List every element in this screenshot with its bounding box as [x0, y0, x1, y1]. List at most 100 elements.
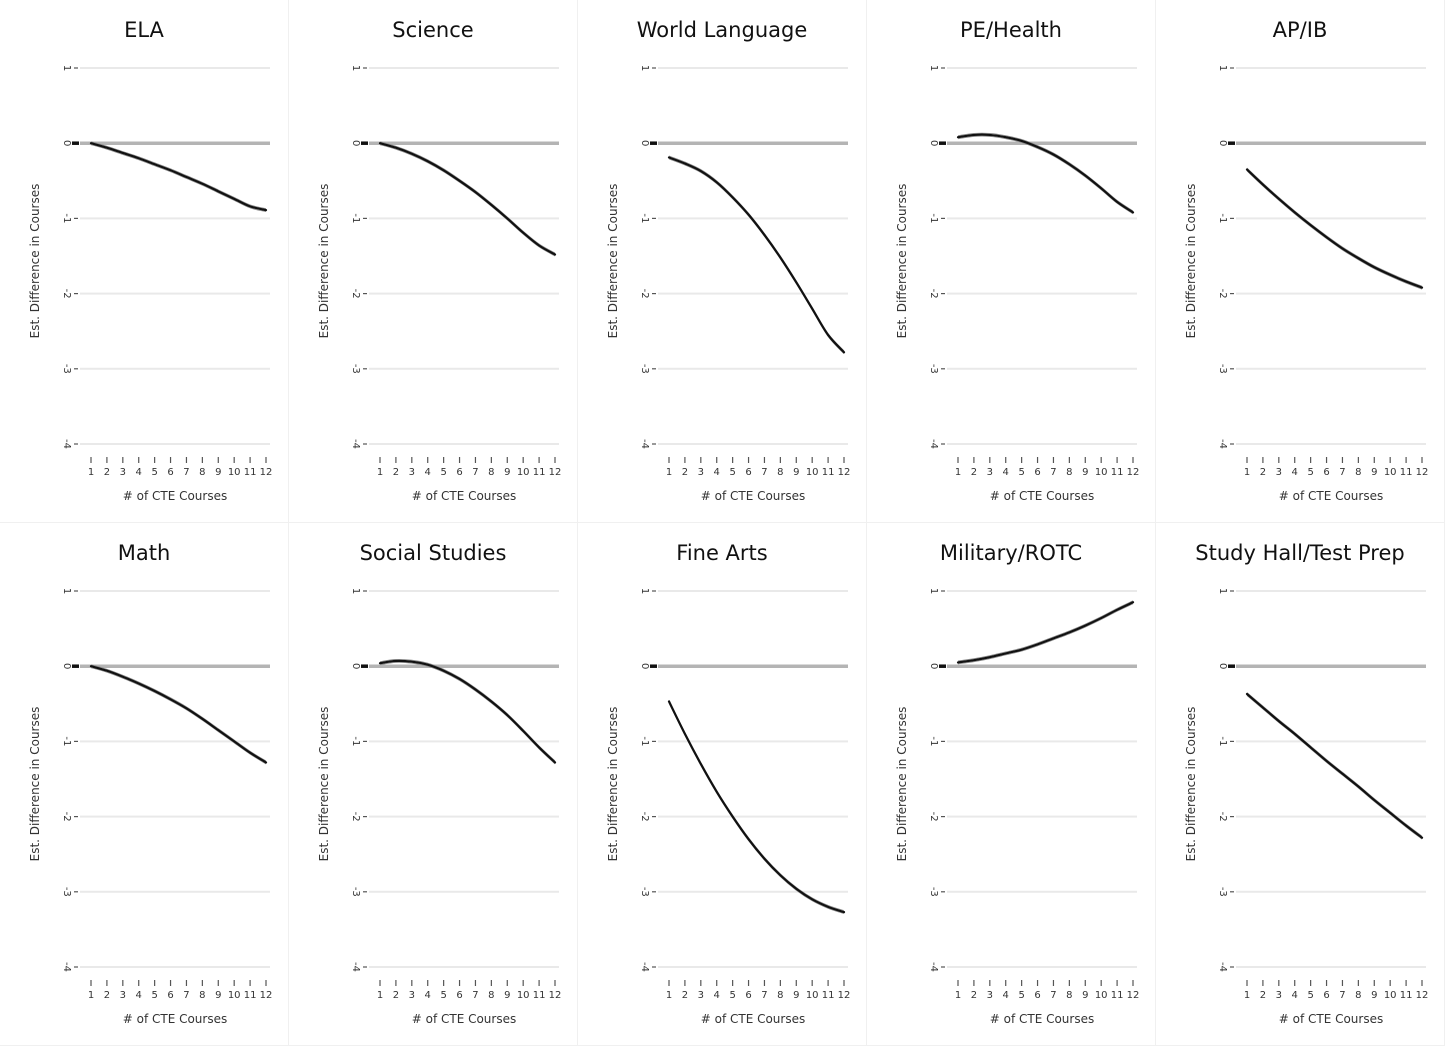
data-point — [1004, 136, 1007, 138]
data-point — [90, 665, 92, 667]
data-point — [668, 700, 670, 703]
x-tick-label: 2 — [1260, 990, 1266, 1001]
data-point — [1278, 720, 1280, 722]
data-point — [1309, 746, 1312, 749]
x-tick-label: 1 — [955, 990, 961, 1001]
x-tick-label: 6 — [1034, 990, 1040, 1001]
confidence-band-line — [379, 141, 556, 254]
confidence-band-line — [1246, 170, 1423, 290]
y-tick-label: -4 — [1217, 962, 1228, 972]
data-point — [1405, 280, 1407, 283]
series-line — [956, 133, 1135, 214]
y-tick-label: -3 — [639, 364, 650, 374]
confidence-band-line — [957, 135, 1134, 215]
data-point — [684, 733, 686, 735]
x-tick-label: 4 — [1292, 990, 1298, 1001]
y-tick-label: -3 — [928, 364, 939, 374]
data-point — [715, 790, 718, 793]
data-point — [989, 134, 991, 136]
data-point — [1373, 799, 1376, 801]
data-point — [522, 730, 524, 732]
data-point — [185, 176, 188, 178]
data-point — [217, 729, 220, 731]
data-point — [973, 659, 975, 661]
x-tick-label: 9 — [793, 990, 799, 1001]
x-tick-label: 4 — [1003, 467, 1009, 478]
series-line — [89, 665, 268, 764]
series-line — [667, 700, 846, 914]
x-tick-label: 8 — [488, 990, 494, 1001]
data-point — [1132, 601, 1134, 604]
confidence-band-line — [1246, 695, 1423, 840]
x-tick-label: 12 — [838, 990, 851, 1001]
confidence-band-line — [1246, 167, 1423, 287]
panel-title: Science — [392, 18, 474, 42]
data-point — [1357, 257, 1360, 260]
x-tick-label: 3 — [409, 990, 415, 1001]
x-tick-label: 2 — [682, 467, 688, 478]
x-tick-label: 6 — [167, 467, 173, 478]
data-point — [1100, 187, 1102, 190]
data-point — [957, 136, 959, 138]
y-tick-label: -2 — [350, 812, 361, 822]
data-point — [715, 181, 718, 184]
data-point — [201, 718, 204, 720]
x-tick-label: 7 — [472, 467, 478, 478]
data-point — [458, 678, 461, 680]
data-point — [1100, 617, 1102, 619]
x-tick-label: 2 — [393, 990, 399, 1001]
data-point — [522, 231, 524, 234]
confidence-band-line — [668, 155, 845, 352]
panel-title: AP/IB — [1272, 18, 1328, 42]
data-point — [763, 234, 766, 236]
data-point — [395, 660, 397, 662]
y-tick-label: -2 — [928, 289, 939, 299]
x-axis-title: # of CTE Courses — [123, 489, 228, 503]
panel-title: Fine Arts — [676, 541, 768, 565]
data-point — [1341, 772, 1344, 775]
data-point — [843, 351, 845, 354]
data-point — [1373, 266, 1376, 269]
y-tick-label: 1 — [928, 65, 939, 71]
x-tick-label: 12 — [260, 990, 273, 1001]
y-tick-label: -2 — [61, 812, 72, 822]
confidence-band-line — [90, 144, 267, 213]
x-tick-label: 12 — [1416, 467, 1429, 478]
data-point — [1246, 693, 1248, 695]
series-line — [89, 142, 268, 212]
x-tick-label: 7 — [1050, 467, 1056, 478]
data-point — [1068, 631, 1071, 634]
x-tick-label: 5 — [1018, 990, 1024, 1001]
x-tick-label: 10 — [228, 990, 241, 1001]
confidence-band-line — [668, 158, 845, 355]
x-tick-label: 1 — [377, 990, 383, 1001]
x-tick-label: 8 — [199, 467, 205, 478]
panel-title: Math — [117, 541, 171, 565]
series-line — [378, 659, 557, 764]
x-tick-label: 1 — [88, 990, 94, 1001]
x-tick-label: 8 — [1066, 990, 1072, 1001]
confidence-band-line — [379, 661, 556, 765]
data-point — [554, 761, 556, 764]
x-tick-label: 1 — [1244, 467, 1250, 478]
x-tick-label: 10 — [806, 990, 819, 1001]
x-tick-label: 10 — [228, 467, 241, 478]
x-tick-label: 8 — [777, 467, 783, 478]
y-axis-title: Est. Difference in Courses — [606, 707, 620, 862]
x-tick-label: 3 — [120, 990, 126, 1001]
x-axis-title: # of CTE Courses — [990, 1012, 1095, 1026]
data-point — [763, 857, 766, 860]
panel-title: ELA — [124, 18, 164, 42]
y-tick-label: -4 — [350, 962, 361, 972]
x-tick-label: 12 — [260, 467, 273, 478]
series-line — [1245, 692, 1424, 839]
x-tick-label: 5 — [440, 467, 446, 478]
x-tick-label: 6 — [1323, 467, 1329, 478]
x-tick-label: 8 — [488, 467, 494, 478]
x-tick-label: 2 — [393, 467, 399, 478]
x-tick-label: 9 — [504, 467, 510, 478]
data-point — [747, 213, 750, 216]
data-point — [747, 838, 750, 840]
